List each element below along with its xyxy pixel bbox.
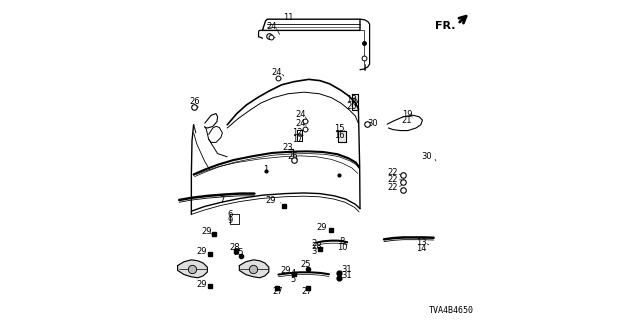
- Text: 14: 14: [417, 244, 427, 253]
- Text: 7: 7: [219, 196, 225, 205]
- Text: 29: 29: [202, 227, 212, 236]
- Text: 25: 25: [234, 248, 244, 257]
- Text: 29: 29: [196, 280, 207, 289]
- Text: 31: 31: [340, 265, 351, 274]
- Text: 26: 26: [189, 97, 200, 106]
- Text: 20: 20: [346, 102, 356, 111]
- Text: 24: 24: [296, 119, 306, 128]
- Polygon shape: [178, 260, 207, 278]
- Text: 4: 4: [290, 269, 296, 278]
- Text: 26: 26: [288, 152, 298, 161]
- Text: 22: 22: [388, 168, 398, 177]
- Text: 29: 29: [266, 196, 276, 205]
- Text: 1: 1: [263, 165, 268, 174]
- Text: 23: 23: [283, 143, 293, 152]
- Polygon shape: [352, 94, 358, 110]
- Polygon shape: [239, 260, 269, 278]
- Text: 12: 12: [292, 128, 303, 137]
- Text: 22: 22: [388, 175, 398, 184]
- Text: 30: 30: [367, 119, 378, 128]
- Text: 21: 21: [402, 116, 412, 125]
- Text: 28: 28: [312, 242, 322, 251]
- Text: 5: 5: [290, 276, 296, 284]
- Text: 25: 25: [301, 260, 311, 269]
- Text: 29: 29: [316, 223, 326, 232]
- Text: 11: 11: [283, 13, 293, 22]
- Text: 31: 31: [340, 271, 351, 280]
- Polygon shape: [338, 131, 346, 142]
- Text: 8: 8: [340, 237, 345, 246]
- Text: 29: 29: [196, 247, 207, 256]
- Text: 9: 9: [228, 216, 233, 225]
- Text: 24: 24: [296, 110, 306, 119]
- Text: 19: 19: [402, 110, 412, 119]
- Text: 16: 16: [334, 131, 344, 140]
- Text: 6: 6: [228, 210, 233, 219]
- Text: 10: 10: [337, 243, 348, 252]
- Text: 17: 17: [292, 135, 303, 144]
- Text: 28: 28: [229, 244, 240, 252]
- Text: 18: 18: [346, 95, 356, 104]
- Text: FR.: FR.: [435, 20, 455, 31]
- Text: 3: 3: [311, 247, 316, 256]
- Text: TVA4B4650: TVA4B4650: [429, 306, 474, 315]
- Text: 29: 29: [281, 266, 291, 275]
- Text: 30: 30: [421, 152, 432, 161]
- Text: 24: 24: [272, 68, 282, 76]
- Text: 22: 22: [388, 183, 398, 192]
- Text: 2: 2: [311, 239, 316, 248]
- Text: 27: 27: [272, 287, 283, 296]
- Text: 24: 24: [266, 22, 276, 31]
- Text: 13: 13: [417, 238, 427, 247]
- Text: 15: 15: [334, 124, 344, 132]
- Text: 27: 27: [302, 287, 312, 296]
